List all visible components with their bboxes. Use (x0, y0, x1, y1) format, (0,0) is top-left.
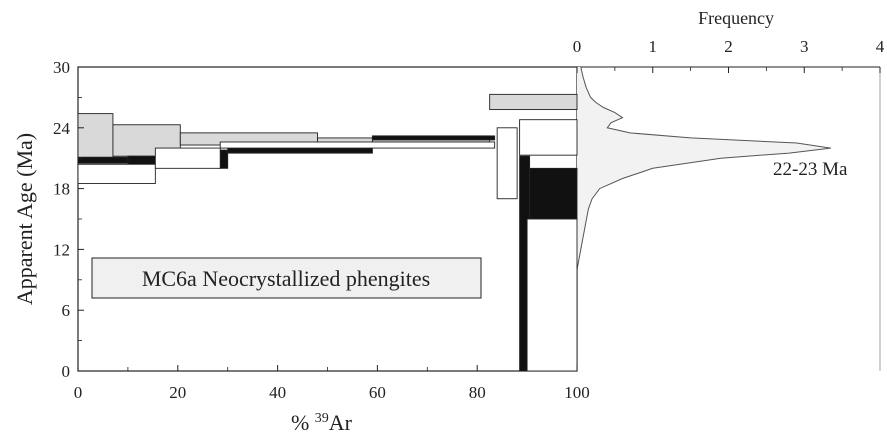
black-step-4 (371, 135, 496, 141)
freq-tick-label-2: 2 (724, 37, 733, 56)
main-plot-frame (77, 66, 578, 372)
y-tick-label-0: 0 (62, 362, 71, 381)
white-spectrum-group (77, 119, 578, 372)
annotation-text: MC6a Neocrystallized phengites (142, 266, 430, 291)
black-step-0 (77, 156, 129, 164)
x-axis-label-ar: Ar (329, 410, 353, 435)
white-step-0 (77, 163, 156, 184)
black-step-1 (127, 155, 159, 165)
white-step-4 (519, 119, 578, 156)
freq-tick-label-0: 0 (573, 37, 582, 56)
x-tick-label-60: 60 (369, 383, 386, 402)
peak-label: 22-23 Ma (773, 159, 848, 180)
white-step-3 (496, 127, 518, 200)
white-step-1 (154, 147, 221, 169)
white-step-5 (526, 218, 578, 372)
y-tick-label-6: 6 (62, 301, 71, 320)
gray-step-0 (77, 113, 114, 161)
gray-step-5 (489, 93, 578, 111)
x-axis-label-percent: % (291, 410, 315, 435)
x-tick-label-40: 40 (269, 383, 286, 402)
frequency-axis-label: Frequency (698, 8, 774, 28)
y-tick-label-18: 18 (53, 180, 70, 199)
x-tick-label-100: 100 (564, 383, 590, 402)
x-tick-label-0: 0 (74, 383, 83, 402)
x-tick-label-80: 80 (469, 383, 486, 402)
y-tick-label-30: 30 (53, 58, 70, 77)
x-axis-label: % 39Ar (291, 410, 353, 435)
frequency-curve-fill (577, 67, 831, 270)
y-axis-label: Apparent Age (Ma) (12, 133, 37, 305)
y-tick-label-12: 12 (53, 240, 70, 259)
frequency-curve-line (576, 66, 831, 270)
chart-frame (77, 66, 881, 372)
y-tick-label-24: 24 (53, 119, 71, 138)
freq-tick-label-3: 3 (800, 37, 809, 56)
x-axis-label-superscript: 39 (315, 411, 329, 426)
annotation-box (91, 257, 482, 299)
x-tick-label-20: 20 (169, 383, 186, 402)
black-step-6 (529, 167, 578, 220)
white-step-2 (219, 141, 496, 149)
freq-tick-label-1: 1 (649, 37, 658, 56)
black-step-2 (219, 149, 229, 169)
freq-tick-label-4: 4 (876, 37, 885, 56)
frequency-curve-group (576, 66, 831, 270)
